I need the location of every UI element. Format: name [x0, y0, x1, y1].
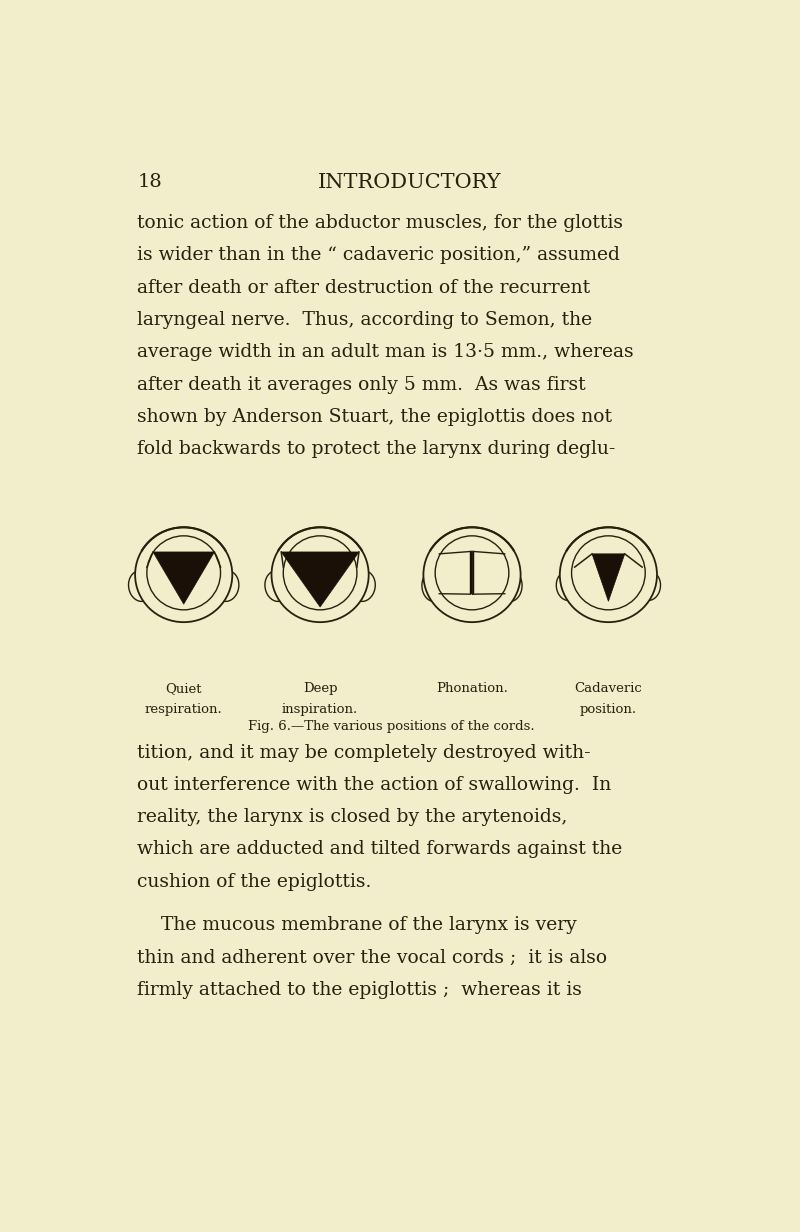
Text: shown by Anderson Stuart, the epiglottis does not: shown by Anderson Stuart, the epiglottis…	[138, 408, 612, 426]
Text: cushion of the epiglottis.: cushion of the epiglottis.	[138, 872, 371, 891]
Ellipse shape	[283, 536, 357, 610]
Text: after death it averages only 5 mm.  As was first: after death it averages only 5 mm. As wa…	[138, 376, 586, 393]
Ellipse shape	[571, 536, 646, 610]
Text: Fig. 6.—The various positions of the cords.: Fig. 6.—The various positions of the cor…	[248, 719, 534, 733]
Text: fold backwards to protect the larynx during deglu-: fold backwards to protect the larynx dur…	[138, 440, 615, 458]
Ellipse shape	[435, 536, 509, 610]
Text: Cadaveric: Cadaveric	[574, 683, 642, 695]
Ellipse shape	[271, 527, 369, 622]
Text: which are adducted and tilted forwards against the: which are adducted and tilted forwards a…	[138, 840, 622, 859]
Polygon shape	[153, 552, 214, 604]
Ellipse shape	[500, 570, 522, 601]
Text: tonic action of the abductor muscles, for the glottis: tonic action of the abductor muscles, fo…	[138, 214, 623, 233]
Text: INTRODUCTORY: INTRODUCTORY	[318, 172, 502, 191]
Polygon shape	[592, 554, 625, 601]
Ellipse shape	[638, 572, 661, 600]
Ellipse shape	[422, 570, 444, 601]
Text: after death or after destruction of the recurrent: after death or after destruction of the …	[138, 278, 590, 297]
Text: respiration.: respiration.	[145, 702, 222, 716]
Text: laryngeal nerve.  Thus, according to Semon, the: laryngeal nerve. Thus, according to Semo…	[138, 310, 592, 329]
Text: reality, the larynx is closed by the arytenoids,: reality, the larynx is closed by the ary…	[138, 808, 567, 827]
Text: The mucous membrane of the larynx is very: The mucous membrane of the larynx is ver…	[138, 917, 577, 934]
Ellipse shape	[423, 527, 521, 622]
Ellipse shape	[265, 570, 290, 601]
Ellipse shape	[560, 527, 657, 622]
Ellipse shape	[351, 570, 375, 601]
Text: is wider than in the “ cadaveric position,” assumed: is wider than in the “ cadaveric positio…	[138, 246, 620, 265]
Text: thin and adherent over the vocal cords ;  it is also: thin and adherent over the vocal cords ;…	[138, 949, 607, 966]
Ellipse shape	[135, 527, 232, 622]
Text: Quiet: Quiet	[166, 683, 202, 695]
Text: tition, and it may be completely destroyed with-: tition, and it may be completely destroy…	[138, 744, 591, 761]
Text: 18: 18	[138, 172, 162, 191]
Text: Phonation.: Phonation.	[436, 683, 508, 695]
Polygon shape	[282, 552, 359, 607]
Ellipse shape	[147, 536, 221, 610]
Text: position.: position.	[580, 702, 637, 716]
Ellipse shape	[214, 570, 239, 601]
Text: inspiration.: inspiration.	[282, 702, 358, 716]
Bar	[470, 552, 474, 594]
Text: out interference with the action of swallowing.  In: out interference with the action of swal…	[138, 776, 611, 793]
Ellipse shape	[556, 572, 578, 600]
Text: average width in an adult man is 13·5 mm., whereas: average width in an adult man is 13·5 mm…	[138, 344, 634, 361]
Ellipse shape	[129, 570, 153, 601]
Text: Deep: Deep	[303, 683, 338, 695]
Text: firmly attached to the epiglottis ;  whereas it is: firmly attached to the epiglottis ; wher…	[138, 981, 582, 999]
